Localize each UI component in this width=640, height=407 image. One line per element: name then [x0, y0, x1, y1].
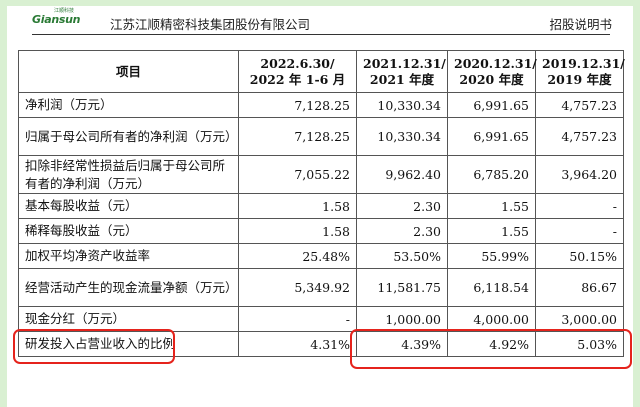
table-cell: 5,349.92 [238, 268, 357, 307]
table-cell: 1.55 [447, 218, 536, 244]
table-cell: - [535, 193, 624, 219]
table-cell: 1.58 [238, 193, 357, 219]
page-header: 江顺科技 Giansun 江苏江顺精密科技集团股份有限公司 招股说明书 [12, 8, 628, 36]
table-cell: 7,128.25 [238, 92, 357, 118]
table-cell: - [535, 218, 624, 244]
table-cell: 1.55 [447, 193, 536, 219]
table-cell: 4.92% [447, 331, 536, 357]
table-cell: 7,055.22 [238, 155, 357, 194]
table-header-row: 项目 2022.6.30/ 2022 年 1-6 月 2021.12.31/ 2… [18, 50, 625, 93]
table-row: 净利润（万元） 7,128.25 10,330.34 6,991.65 4,75… [18, 92, 624, 118]
column-header: 2020.12.31/ 2020 年度 [447, 50, 537, 93]
table-cell: 10,330.34 [356, 117, 448, 156]
table-cell: - [238, 306, 357, 332]
table-row: 现金分红（万元） - 1,000.00 4,000.00 3,000.00 [18, 306, 624, 332]
table-cell: 53.50% [356, 243, 448, 269]
row-label: 扣除非经常性损益后归属于母公司所有者的净利润（万元） [18, 155, 239, 194]
table-cell: 4,757.23 [535, 92, 624, 118]
column-header: 2019.12.31/ 2019 年度 [535, 50, 625, 93]
column-header: 2021.12.31/ 2021 年度 [356, 50, 448, 93]
table-row: 研发投入占营业收入的比例 4.31% 4.39% 4.92% 5.03% [18, 331, 624, 357]
table-row: 稀释每股收益（元） 1.58 2.30 1.55 - [18, 218, 624, 244]
table-row: 归属于母公司所有者的净利润（万元） 7,128.25 10,330.34 6,9… [18, 117, 624, 156]
table-cell: 25.48% [238, 243, 357, 269]
table-cell: 4,000.00 [447, 306, 536, 332]
table-cell: 3,000.00 [535, 306, 624, 332]
row-label: 经营活动产生的现金流量净额（万元） [18, 268, 239, 307]
table-cell: 4.31% [238, 331, 357, 357]
row-label: 净利润（万元） [18, 92, 239, 118]
table-cell: 7,128.25 [238, 117, 357, 156]
column-header: 项目 [18, 50, 239, 93]
document-type: 招股说明书 [549, 17, 612, 32]
table-cell: 9,962.40 [356, 155, 448, 194]
financial-indicators-table: 项目 2022.6.30/ 2022 年 1-6 月 2021.12.31/ 2… [18, 50, 625, 357]
table-cell: 6,991.65 [447, 117, 536, 156]
table-cell: 11,581.75 [356, 268, 448, 307]
table-cell: 10,330.34 [356, 92, 448, 118]
table-cell: 4.39% [356, 331, 448, 357]
table-cell: 3,964.20 [535, 155, 624, 194]
row-label: 现金分红（万元） [18, 306, 239, 332]
page-frame-right [633, 0, 640, 407]
table-cell: 86.67 [535, 268, 624, 307]
company-name: 江苏江顺精密科技集团股份有限公司 [110, 17, 311, 32]
logo-subtext: 江顺科技 [54, 8, 75, 14]
table-cell: 2.30 [356, 218, 448, 244]
header-divider [32, 34, 610, 35]
table-cell: 1,000.00 [356, 306, 448, 332]
table-cell: 50.15% [535, 243, 624, 269]
table-cell: 6,118.54 [447, 268, 536, 307]
row-label: 加权平均净资产收益率 [18, 243, 239, 269]
table-cell: 4,757.23 [535, 117, 624, 156]
table-row: 扣除非经常性损益后归属于母公司所有者的净利润（万元） 7,055.22 9,96… [18, 155, 624, 194]
table-cell: 5.03% [535, 331, 624, 357]
column-header: 2022.6.30/ 2022 年 1-6 月 [238, 50, 357, 93]
table-cell: 55.99% [447, 243, 536, 269]
table-row: 加权平均净资产收益率 25.48% 53.50% 55.99% 50.15% [18, 243, 624, 269]
row-label: 基本每股收益（元） [18, 193, 239, 219]
page-frame-top [0, 0, 640, 6]
table-cell: 2.30 [356, 193, 448, 219]
table-cell: 6,991.65 [447, 92, 536, 118]
table-cell: 6,785.20 [447, 155, 536, 194]
row-label: 归属于母公司所有者的净利润（万元） [18, 117, 239, 156]
table-cell: 1.58 [238, 218, 357, 244]
table-row: 基本每股收益（元） 1.58 2.30 1.55 - [18, 193, 624, 219]
table-row: 经营活动产生的现金流量净额（万元） 5,349.92 11,581.75 6,1… [18, 268, 624, 307]
row-label: 研发投入占营业收入的比例 [18, 331, 239, 357]
company-logo: Giansun [32, 13, 81, 26]
page-frame-left [0, 0, 7, 407]
row-label: 稀释每股收益（元） [18, 218, 239, 244]
